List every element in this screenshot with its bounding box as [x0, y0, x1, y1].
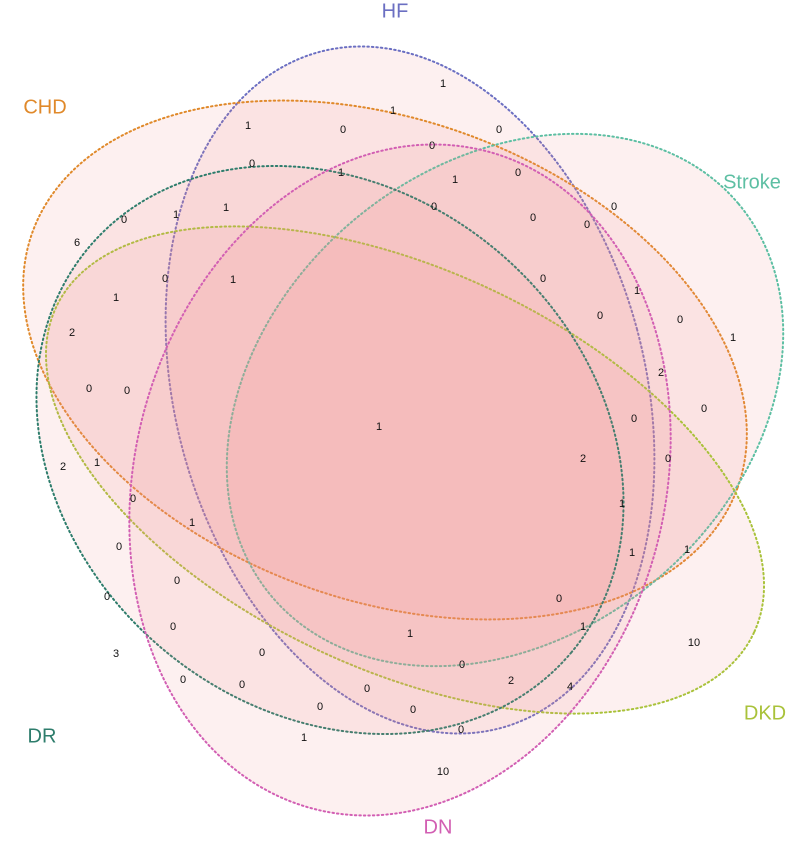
set-outline — [225, 132, 785, 668]
set-labels: HF CHD Stroke DKD DR DN — [23, 0, 786, 838]
region-count: 0 — [104, 591, 110, 603]
region-count: 0 — [170, 621, 176, 633]
region-count: 1 — [338, 167, 344, 179]
region-count: 0 — [162, 273, 168, 285]
set-outline — [22, 99, 748, 621]
region-count: 1 — [629, 547, 635, 559]
region-count: 1 — [94, 457, 100, 469]
set-label: CHD — [23, 96, 66, 118]
region-count: 2 — [60, 461, 66, 473]
region-count: 0 — [431, 201, 437, 213]
set-outline — [128, 143, 672, 817]
region-count: 0 — [611, 201, 617, 213]
region-count: 0 — [701, 403, 707, 415]
region-count: 0 — [584, 219, 590, 231]
region-count: 1 — [452, 174, 458, 186]
region-count: 0 — [530, 212, 536, 224]
set-outline — [164, 45, 656, 735]
region-count: 10 — [437, 766, 449, 778]
region-count: 1 — [301, 732, 307, 744]
region-count: 3 — [113, 648, 119, 660]
region-count: 1 — [189, 517, 195, 529]
region-count: 1 — [580, 621, 586, 633]
region-count: 0 — [496, 124, 502, 136]
region-count: 1 — [390, 105, 396, 117]
region-count: 1 — [634, 285, 640, 297]
region-count: 2 — [508, 675, 514, 687]
set-outline — [35, 164, 625, 736]
region-count: 0 — [665, 453, 671, 465]
region-count: 2 — [658, 367, 664, 379]
region-count: 0 — [429, 140, 435, 152]
region-count: 0 — [458, 724, 464, 736]
region-count: 0 — [116, 541, 122, 553]
region-count: 2 — [580, 453, 586, 465]
region-count: 0 — [364, 683, 370, 695]
set-label: DN — [424, 816, 453, 838]
region-count: 1 — [619, 498, 625, 510]
region-count: 1 — [684, 544, 690, 556]
region-count: 0 — [597, 310, 603, 322]
region-count: 4 — [567, 681, 573, 693]
region-count: 0 — [515, 167, 521, 179]
set-label: HF — [382, 0, 409, 22]
region-count: 0 — [556, 593, 562, 605]
region-count: 2 — [69, 327, 75, 339]
region-count: 0 — [317, 701, 323, 713]
region-count: 0 — [86, 383, 92, 395]
set-outline — [44, 225, 766, 715]
region-count: 0 — [631, 413, 637, 425]
region-count: 1 — [440, 78, 446, 90]
region-count: 1 — [230, 274, 236, 286]
region-count: 0 — [130, 493, 136, 505]
region-count: 1 — [730, 332, 736, 344]
region-count: 0 — [174, 575, 180, 587]
region-count: 10 — [688, 637, 700, 649]
region-count: 1 — [376, 421, 382, 433]
region-count: 0 — [249, 158, 255, 170]
region-count: 0 — [124, 385, 130, 397]
region-count: 0 — [239, 679, 245, 691]
region-count: 1 — [113, 292, 119, 304]
region-count: 0 — [410, 704, 416, 716]
region-count: 1 — [245, 120, 251, 132]
set-label: DR — [28, 725, 57, 747]
set-label: Stroke — [723, 171, 781, 193]
region-count: 0 — [259, 647, 265, 659]
region-count: 0 — [180, 674, 186, 686]
set-label: DKD — [744, 702, 786, 724]
region-count: 0 — [459, 659, 465, 671]
region-count: 0 — [677, 314, 683, 326]
region-count: 1 — [223, 202, 229, 214]
region-count: 1 — [173, 209, 179, 221]
region-count: 0 — [340, 124, 346, 136]
region-count: 0 — [540, 273, 546, 285]
region-count: 1 — [407, 628, 413, 640]
region-count: 6 — [74, 237, 80, 249]
region-count: 0 — [121, 214, 127, 226]
